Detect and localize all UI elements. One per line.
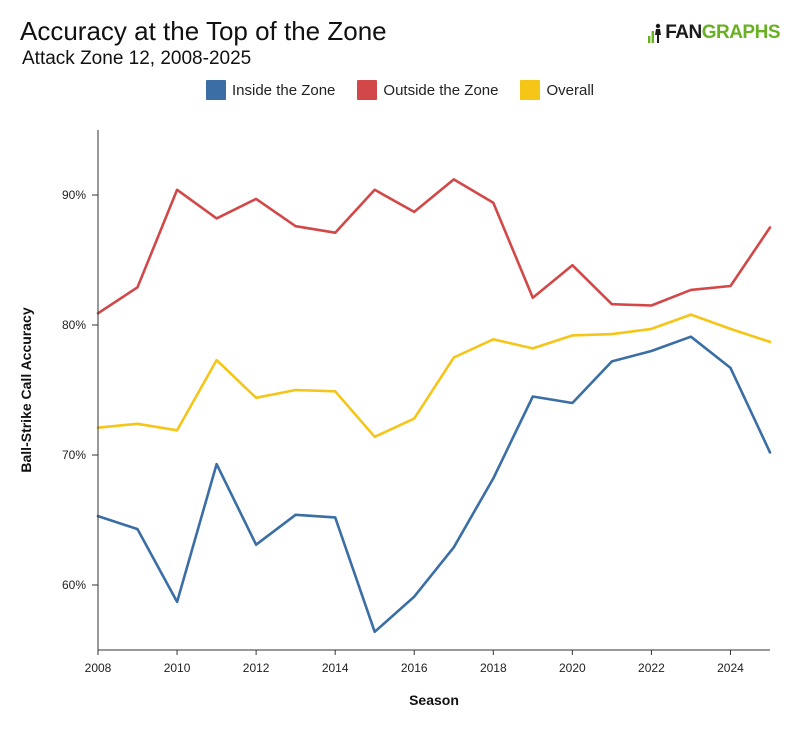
tick-labels: 60% 70% 80% 90% 2008 2010 2012 2014 2016 2018 2020… [62,188,744,675]
x-tick-label: 2018 [480,661,507,675]
legend-item-0[interactable]: Inside the Zone [206,80,335,100]
legend-swatch-2 [520,80,541,100]
legend-swatch-1 [357,80,378,100]
legend-item-1[interactable]: Outside the Zone [357,80,498,100]
x-tick-label: 2022 [638,661,665,675]
y-tick-label: 70% [62,448,86,462]
series-line-overall[interactable] [96,313,772,439]
y-tick-label: 60% [62,578,86,592]
legend-item-2[interactable]: Overall [520,80,594,100]
x-tick-label: 2024 [717,661,744,675]
series-line-inside-the-zone[interactable] [96,335,772,634]
logo-text-fan: FAN [665,22,702,43]
y-tick-label: 80% [62,318,86,332]
y-axis-title: Ball-Strike Call Accuracy [18,307,34,472]
chart-title: Accuracy at the Top of the Zone [20,16,387,46]
logo-text-graphs: GRAPHS [701,22,781,43]
series-line-outside-the-zone[interactable] [96,178,772,315]
x-tick-label: 2016 [401,661,428,675]
legend-label-1: Outside the Zone [383,81,499,99]
legend-label-0: Inside the Zone [232,81,336,99]
y-tick-label: 90% [62,188,86,202]
axes [97,130,770,651]
fangraphs-logo[interactable]: FAN GRAPHS [648,22,781,44]
legend-swatch-0 [206,80,226,100]
plot-lines [96,178,772,634]
legend-label-2: Overall [546,81,594,99]
x-tick-label: 2014 [322,661,349,675]
chart-legend: Inside the Zone Outside the Zone Overall [0,80,800,100]
x-axis-title: Season [409,692,459,708]
x-tick-label: 2020 [559,661,586,675]
x-tick-label: 2012 [243,661,270,675]
x-tick-label: 2010 [164,661,191,675]
fangraphs-logo-icon [648,23,662,43]
x-tick-label: 2008 [85,661,112,675]
chart-subtitle: Attack Zone 12, 2008-2025 [22,48,252,69]
